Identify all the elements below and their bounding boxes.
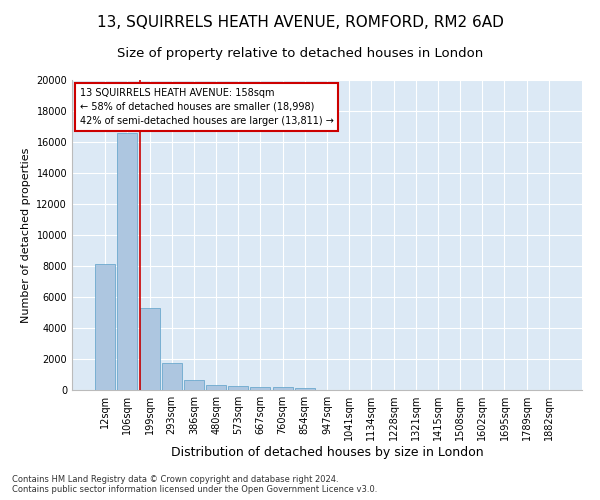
Bar [228,386,248,390]
Text: 13 SQUIRRELS HEATH AVENUE: 158sqm
← 58% of detached houses are smaller (18,998)
: 13 SQUIRRELS HEATH AVENUE: 158sqm ← 58% … [80,88,334,126]
Bar [206,384,226,390]
Bar [118,132,137,390]
Bar [140,308,160,390]
Bar [184,380,204,390]
Text: 13, SQUIRRELS HEATH AVENUE, ROMFORD, RM2 6AD: 13, SQUIRRELS HEATH AVENUE, ROMFORD, RM2… [97,15,503,30]
Text: Contains HM Land Registry data © Crown copyright and database right 2024.: Contains HM Land Registry data © Crown c… [12,476,338,484]
Text: Contains public sector information licensed under the Open Government Licence v3: Contains public sector information licen… [12,486,377,494]
X-axis label: Distribution of detached houses by size in London: Distribution of detached houses by size … [170,446,484,459]
Text: Size of property relative to detached houses in London: Size of property relative to detached ho… [117,48,483,60]
Bar [272,388,293,390]
Bar [162,363,182,390]
Bar [95,264,115,390]
Bar [250,387,271,390]
Bar [295,388,315,390]
Y-axis label: Number of detached properties: Number of detached properties [21,148,31,322]
